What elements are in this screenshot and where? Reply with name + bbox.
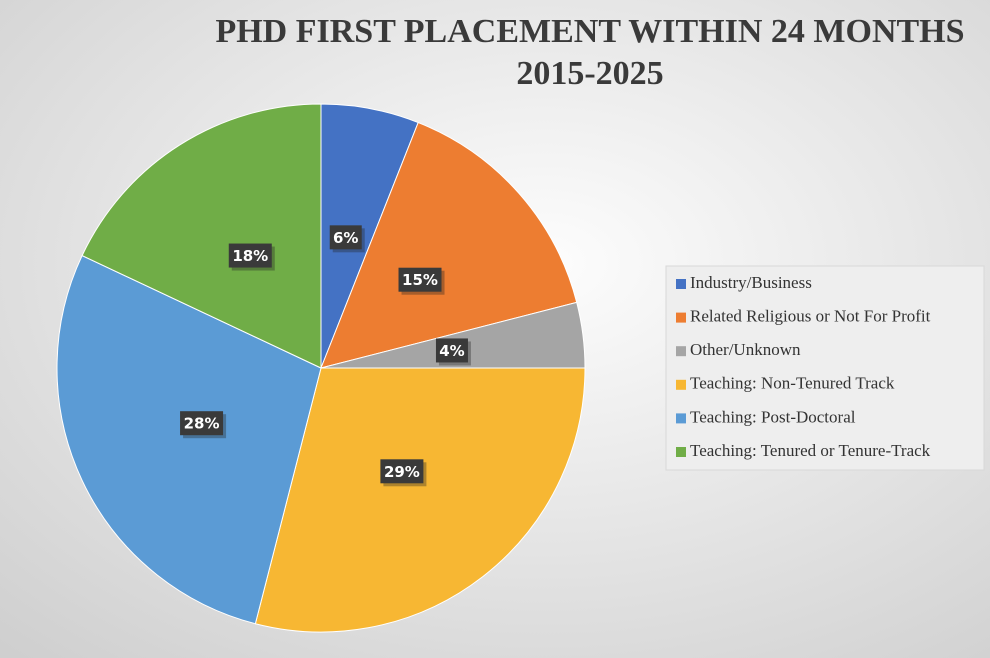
data-label-box xyxy=(435,338,468,363)
legend-swatch xyxy=(676,413,686,424)
chart-subtitle: 2015-2025 xyxy=(516,55,663,92)
legend-swatch xyxy=(676,279,686,289)
data-label: 28% xyxy=(184,415,220,433)
data-label-box xyxy=(180,411,224,436)
legend-label: Related Religious or Not For Profit xyxy=(690,307,931,326)
legend-swatch xyxy=(676,346,686,357)
chart-title: PHD FIRST PLACEMENT WITHIN 24 MONTHS xyxy=(215,13,964,50)
data-label: 6% xyxy=(333,229,358,247)
data-label-box xyxy=(398,267,442,292)
data-label: 4% xyxy=(439,342,464,360)
legend-label: Teaching: Non-Tenured Track xyxy=(690,374,895,393)
pie-slice xyxy=(254,367,586,633)
legend-label: Teaching: Tenured or Tenure-Track xyxy=(690,441,931,460)
legend-label: Other/Unknown xyxy=(690,340,801,359)
legend xyxy=(665,265,985,471)
legend-label: Industry/Business xyxy=(690,273,812,292)
data-label: 29% xyxy=(384,463,420,481)
legend-label: Teaching: Post-Doctoral xyxy=(690,407,856,426)
data-label: 18% xyxy=(232,247,268,265)
pie-slice xyxy=(81,103,322,369)
legend-swatch xyxy=(676,447,686,457)
data-label-box xyxy=(228,243,272,268)
pie-slice xyxy=(56,254,322,625)
legend-swatch xyxy=(676,379,686,390)
data-label: 15% xyxy=(402,271,438,289)
legend-swatch xyxy=(676,312,686,323)
data-label-box xyxy=(329,225,362,250)
pie-slice xyxy=(320,121,578,369)
data-label-box xyxy=(380,459,424,484)
